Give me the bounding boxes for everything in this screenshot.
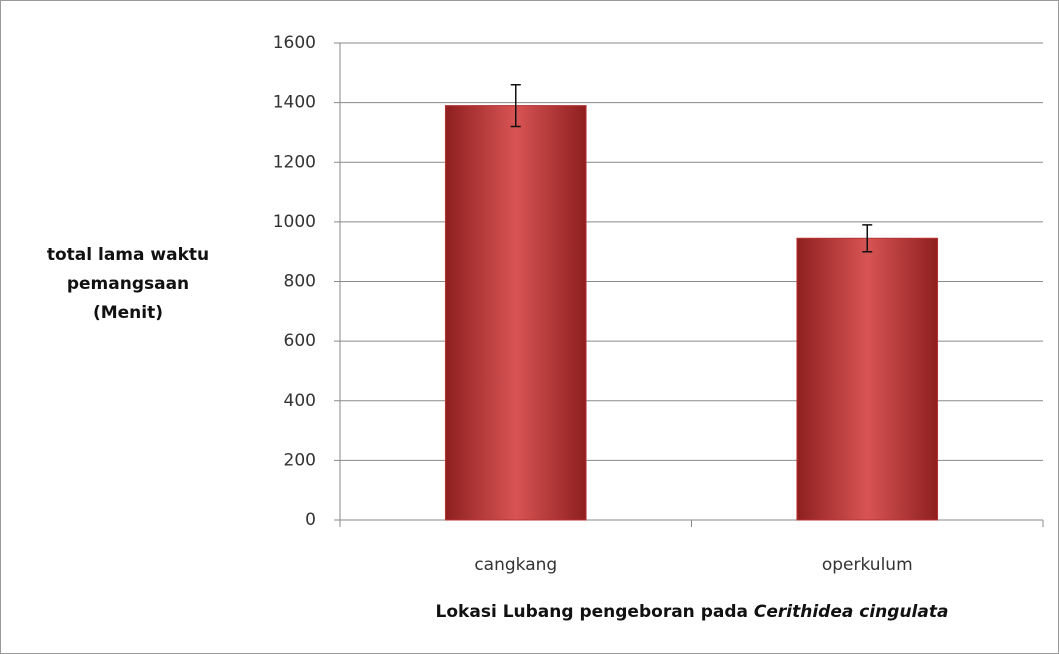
y-tick-label: 1400 <box>273 93 316 113</box>
y-tick-label: 1600 <box>273 33 316 53</box>
y-tick-label: 400 <box>284 391 316 411</box>
y-tick-label: 1200 <box>273 152 316 172</box>
y-tick-label: 1000 <box>273 212 316 232</box>
x-axis-label: Lokasi Lubang pengeboran pada Cerithidea… <box>436 602 949 622</box>
chart: total lama waktu pemangsaan (Menit) Loka… <box>0 0 1059 654</box>
y-tick-label: 600 <box>284 331 316 351</box>
bar <box>445 106 586 520</box>
y-axis-label: (Menit) <box>93 303 163 323</box>
x-axis-label-text: Lokasi Lubang pengeboran pada <box>436 602 748 622</box>
x-tick-label: cangkang <box>474 555 557 575</box>
bar <box>797 238 938 520</box>
y-axis-label: total lama waktu <box>47 245 209 265</box>
y-tick-label: 200 <box>284 450 316 470</box>
y-tick-label: 0 <box>305 510 316 530</box>
x-tick-label: operkulum <box>822 555 913 575</box>
y-axis-label: pemangsaan <box>67 274 189 294</box>
y-tick-label: 800 <box>284 272 316 292</box>
x-axis-label-italic: Cerithidea cingulata <box>754 602 949 622</box>
